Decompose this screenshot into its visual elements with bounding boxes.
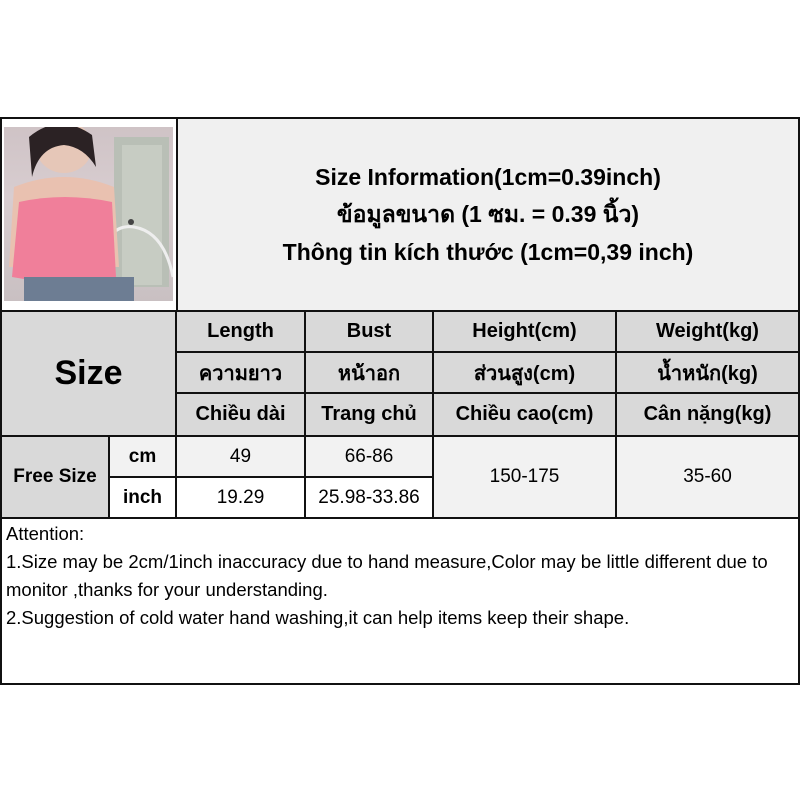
attention-heading: Attention: xyxy=(6,523,85,544)
attention-notes: Attention: 1.Size may be 2cm/1inch inacc… xyxy=(2,518,798,683)
col-height-vi: Chiều cao(cm) xyxy=(432,392,617,437)
unit-inch: inch xyxy=(108,476,177,519)
unit-cm: cm xyxy=(108,435,177,478)
col-length-th: ความยาว xyxy=(175,351,306,394)
row-free-size: Free Size xyxy=(0,435,110,519)
col-bust-en: Bust xyxy=(304,310,434,353)
attention-note-1: 1.Size may be 2cm/1inch inaccuracy due t… xyxy=(6,551,768,600)
col-weight-vi: Cân nặng(kg) xyxy=(615,392,800,437)
bust-cm: 66-86 xyxy=(304,435,434,478)
col-height-en: Height(cm) xyxy=(432,310,617,353)
attention-note-2: 2.Suggestion of cold water hand washing,… xyxy=(6,607,630,628)
size-header: Size xyxy=(0,310,177,437)
height-range: 150-175 xyxy=(432,435,617,519)
col-height-th: ส่วนสูง(cm) xyxy=(432,351,617,394)
title-english: Size Information(1cm=0.39inch) xyxy=(315,164,661,190)
col-weight-en: Weight(kg) xyxy=(615,310,800,353)
bust-inch: 25.98-33.86 xyxy=(304,476,434,519)
size-information-title: Size Information(1cm=0.39inch) ข้อมูลขนา… xyxy=(176,119,798,311)
title-thai: ข้อมูลขนาด (1 ซม. = 0.39 นิ้ว) xyxy=(336,201,640,227)
col-bust-vi: Trang chủ xyxy=(304,392,434,437)
length-inch: 19.29 xyxy=(175,476,306,519)
col-bust-th: หน้าอก xyxy=(304,351,434,394)
col-weight-th: น้ำหนัก(kg) xyxy=(615,351,800,394)
product-photo xyxy=(4,127,173,301)
col-length-en: Length xyxy=(175,310,306,353)
col-length-vi: Chiều dài xyxy=(175,392,306,437)
weight-range: 35-60 xyxy=(615,435,800,519)
length-cm: 49 xyxy=(175,435,306,478)
title-vietnamese: Thông tin kích thước (1cm=0,39 inch) xyxy=(282,239,694,265)
